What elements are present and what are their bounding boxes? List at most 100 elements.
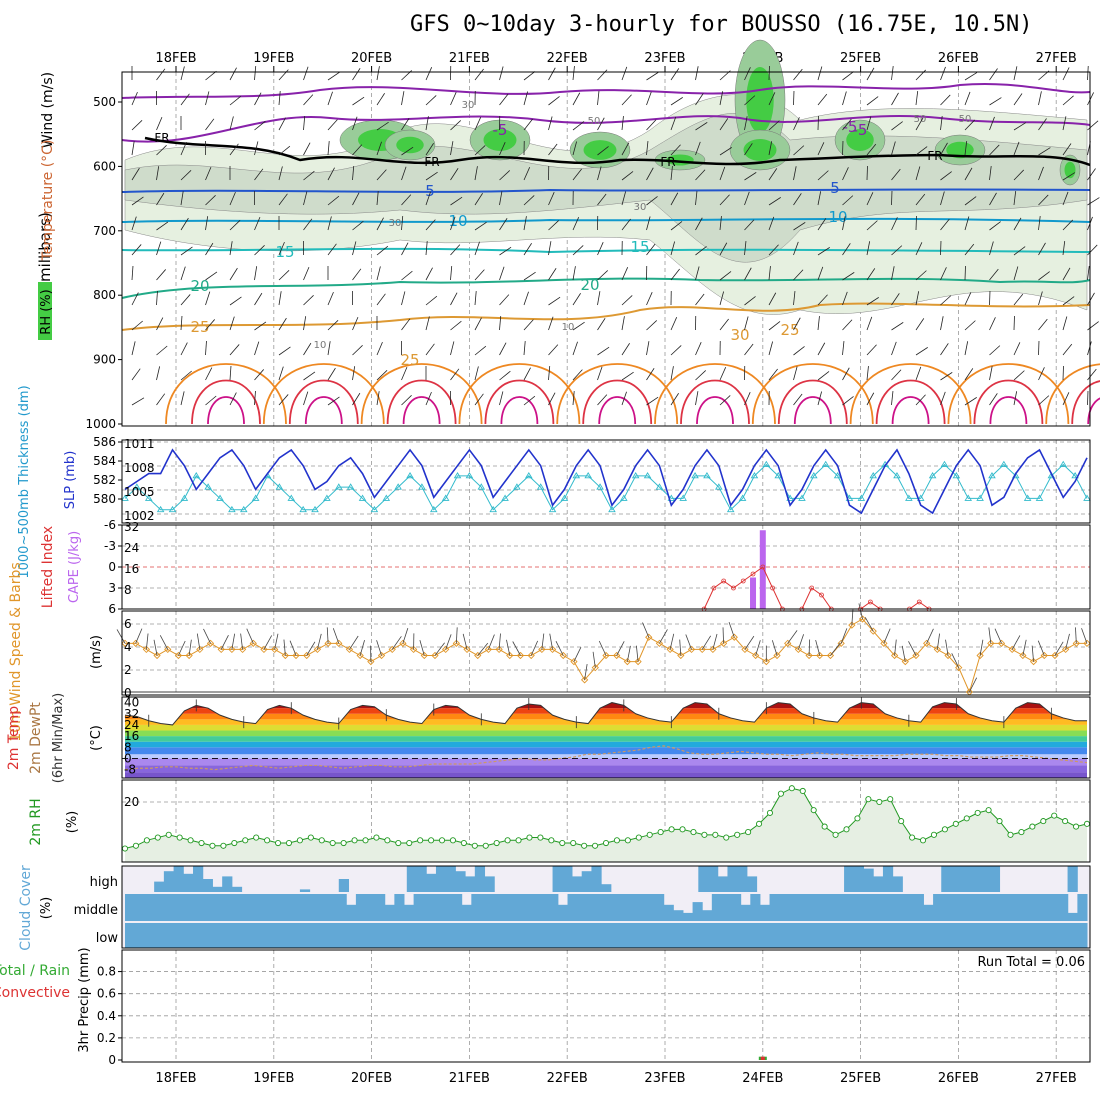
wind10m-point xyxy=(324,639,332,647)
thickness-point xyxy=(631,471,640,479)
cloud-bar-high xyxy=(212,886,223,892)
wind-barb xyxy=(597,366,603,381)
rh2m-point xyxy=(165,831,172,838)
isotherm-lobe xyxy=(1045,363,1100,425)
temp2m-units: (°C) xyxy=(89,725,104,751)
cloud-bar-middle xyxy=(923,904,934,921)
rh2m-point xyxy=(559,839,566,847)
cloud-bar-low xyxy=(836,923,847,948)
wind-barb xyxy=(499,93,509,106)
cloud-bar-low xyxy=(1010,923,1021,948)
wind-barb xyxy=(156,166,160,181)
rh2m-point xyxy=(1040,818,1047,825)
wind-barb xyxy=(793,269,804,281)
wind-barb xyxy=(278,291,282,306)
wind-barb xyxy=(964,167,973,181)
wind-barb xyxy=(940,142,948,156)
rh2m-point xyxy=(909,834,916,841)
rh2m-point xyxy=(384,837,391,844)
wind-barb xyxy=(817,391,823,406)
cloud-bar-middle xyxy=(721,894,732,921)
cloud-bar-middle xyxy=(779,894,790,921)
wind10m-barb xyxy=(642,622,650,638)
thickness-point xyxy=(192,471,201,479)
wind10m-point xyxy=(1019,651,1027,660)
cloud-bar-high xyxy=(970,866,981,892)
cloud-level-high: high xyxy=(90,875,118,890)
isotherm-label: 10 xyxy=(448,212,467,230)
wind10m-barb xyxy=(908,641,917,656)
wind-barb xyxy=(695,266,700,281)
wind-barb xyxy=(866,241,871,256)
cloud-bar-low xyxy=(673,923,684,948)
wind-barb xyxy=(180,316,183,331)
cloud-bar-high xyxy=(484,876,495,892)
wind-barb xyxy=(597,394,608,406)
wind-barb xyxy=(572,121,585,131)
wind-barb xyxy=(695,391,699,406)
wind-barb xyxy=(744,316,749,331)
wind-barb xyxy=(940,171,952,181)
wind10m-point xyxy=(281,651,289,660)
wind-barb xyxy=(670,345,682,356)
wind-barb xyxy=(1038,242,1046,256)
wind10m-point xyxy=(196,645,204,654)
wind-barb xyxy=(425,116,429,131)
thickness-point xyxy=(988,471,996,479)
wind-barb xyxy=(695,370,707,381)
wind-barb xyxy=(940,94,951,106)
rh2m-point xyxy=(1062,818,1069,825)
thickness-point xyxy=(144,494,153,501)
wind-barb xyxy=(499,342,507,356)
wind-barb xyxy=(156,241,162,256)
wind-barb xyxy=(891,266,895,281)
cloud-bar-high xyxy=(853,866,865,892)
pressure-tick-label: 700 xyxy=(93,224,116,238)
isotherm-label: 10 xyxy=(828,208,847,226)
thickness-point xyxy=(620,494,628,501)
wind10m-barb xyxy=(712,633,718,650)
lifted-index-point xyxy=(867,599,873,605)
wind10m-point xyxy=(816,651,824,660)
isotherm-25 xyxy=(121,302,1091,331)
wind-axis-label: Wind (m/s) xyxy=(40,72,56,148)
date-label-bottom: 24FEB xyxy=(742,1071,783,1086)
wind-barb xyxy=(278,117,286,131)
cloud-bar-low xyxy=(971,923,982,948)
rh2m-point xyxy=(351,837,358,844)
wind-barb xyxy=(744,267,752,281)
wind10m-point xyxy=(869,627,877,635)
wind-barb xyxy=(1062,219,1074,231)
lifted-index-tick-label: 0 xyxy=(108,560,116,574)
thickness-point xyxy=(382,494,391,501)
rh2m-point xyxy=(340,839,347,847)
date-label-bottom: 21FEB xyxy=(449,1071,490,1086)
wind-barb xyxy=(401,394,412,406)
cloud-bar-high xyxy=(873,876,884,892)
wind10m-point xyxy=(409,645,418,654)
wind-barb xyxy=(131,196,144,206)
cloud-bar-middle xyxy=(942,894,953,921)
wind-barb xyxy=(646,91,652,106)
cloud-bar-low xyxy=(702,923,713,948)
cloud-bar-middle xyxy=(192,894,203,921)
wind10m-barb xyxy=(549,633,553,650)
wind-barb xyxy=(499,170,511,181)
cloud-bar-middle xyxy=(894,894,905,921)
wind-barb xyxy=(376,245,389,256)
cloud-bar-middle xyxy=(269,894,280,921)
2m-temp-axis-label-part: 2m Temp xyxy=(6,706,22,770)
cloud-bar-high xyxy=(183,873,194,892)
wind-barb xyxy=(352,166,355,181)
isotherm-lobe xyxy=(360,363,483,425)
wind-barb xyxy=(450,244,461,256)
wind-barb xyxy=(180,342,188,356)
rh2m-point xyxy=(1029,823,1036,830)
wind-barb xyxy=(597,242,604,256)
cloud-bar-low xyxy=(509,923,520,948)
wind-barb xyxy=(254,92,262,106)
wind-barb xyxy=(989,166,992,181)
wind10m-barb xyxy=(306,641,316,656)
cloud-bar-middle xyxy=(625,894,636,921)
